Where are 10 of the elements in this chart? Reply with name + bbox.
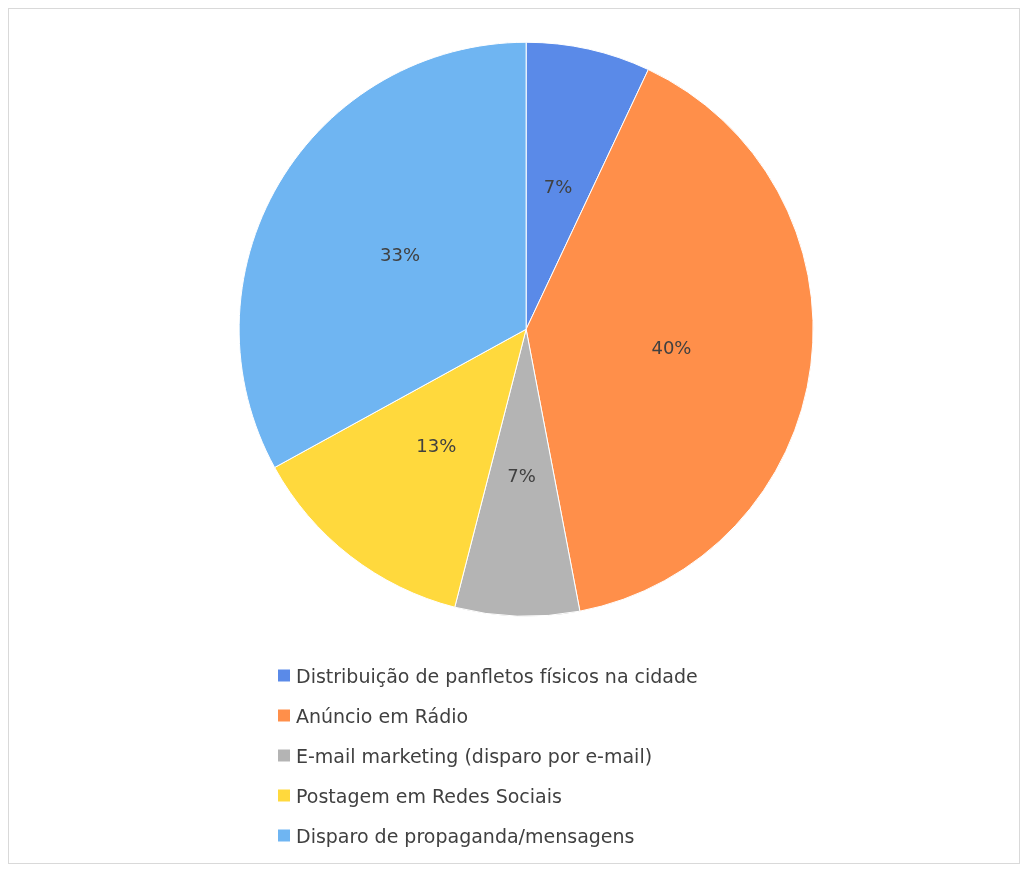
- data-label: 33%: [380, 244, 421, 266]
- data-label: 13%: [416, 434, 457, 456]
- legend-label: Anúncio em Rádio: [296, 704, 469, 727]
- data-label: 7%: [543, 175, 573, 197]
- legend-label: Postagem em Redes Sociais: [296, 784, 562, 807]
- legend-label: Distribuição de panfletos físicos na cidade: [296, 664, 698, 687]
- data-label: 7%: [507, 465, 536, 487]
- data-label: 40%: [651, 337, 692, 359]
- legend-label: Disparo de propaganda/mensagens: [296, 824, 635, 847]
- legend-label: E-mail marketing (disparo por e-mail): [296, 744, 653, 767]
